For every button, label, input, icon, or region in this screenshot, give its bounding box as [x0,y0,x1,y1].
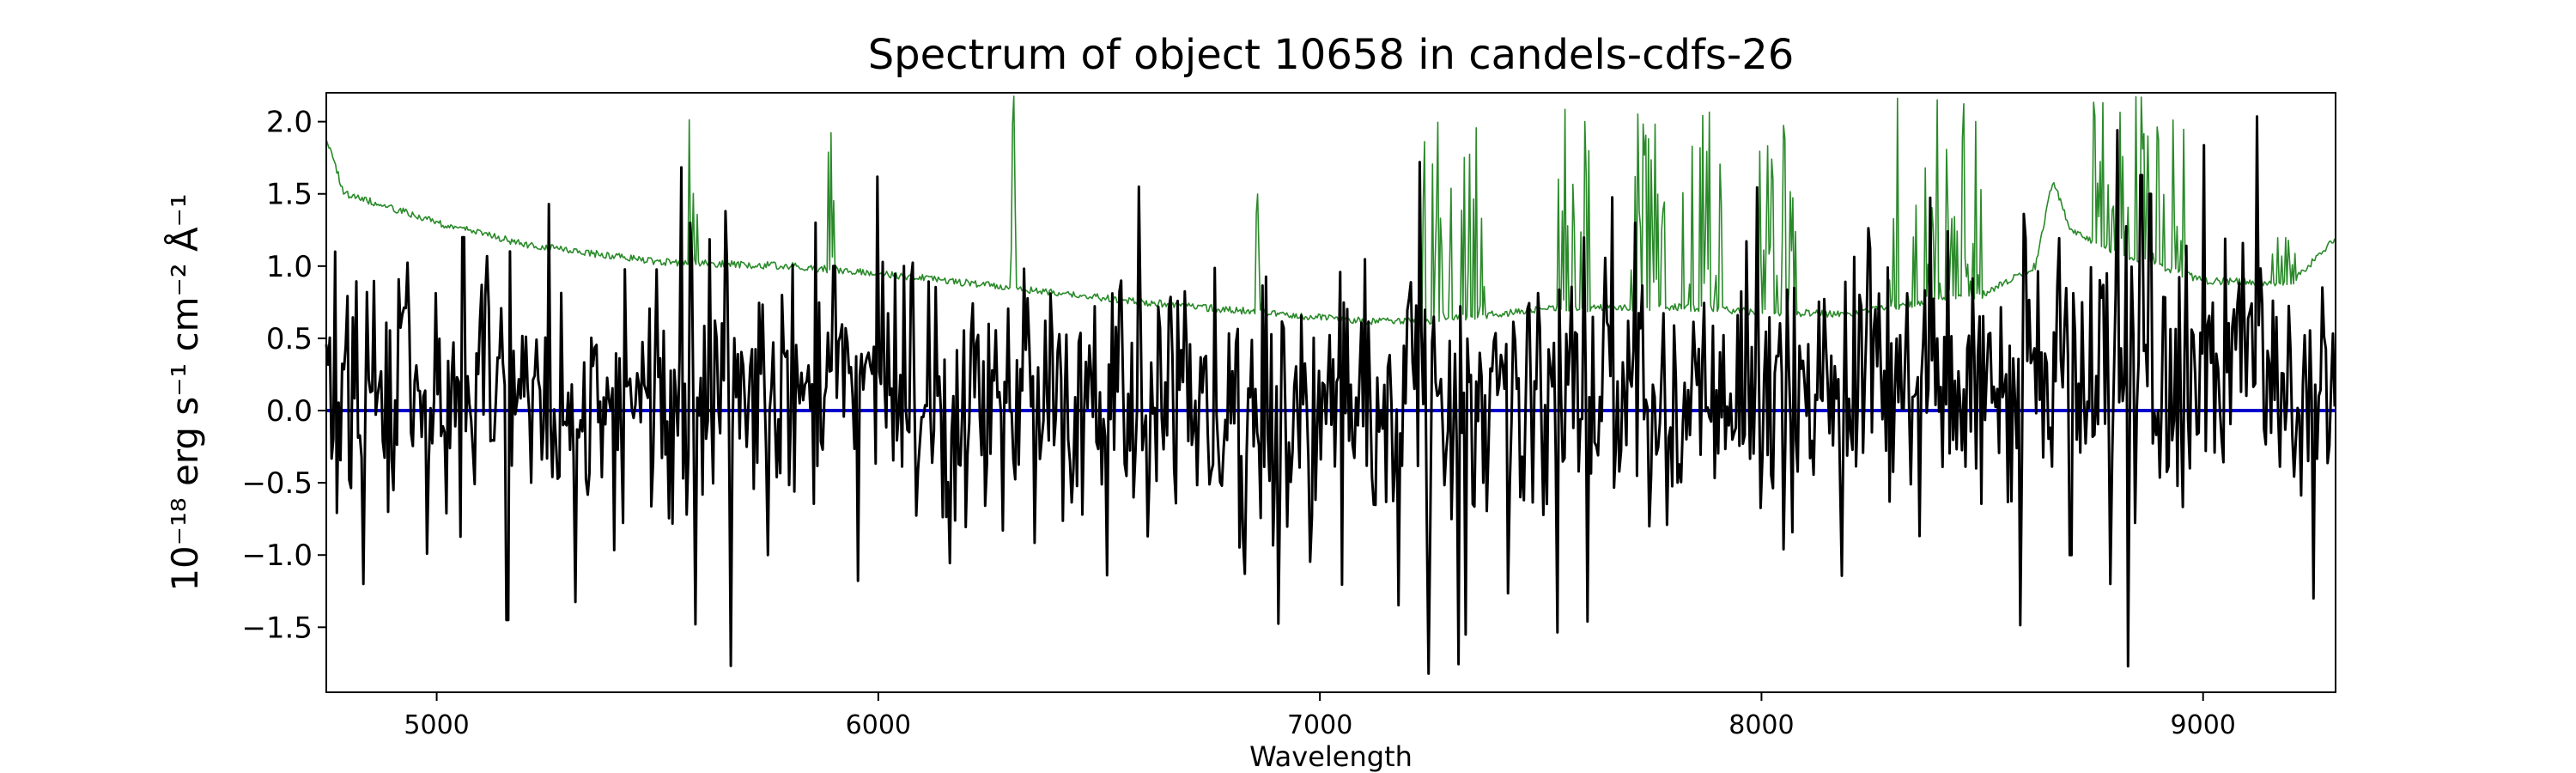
y-tick-label: −1.0 [241,539,313,573]
error-line [325,95,2336,326]
y-tick-label: 2.0 [266,106,313,140]
x-tick-label: 6000 [846,710,911,740]
y-tick-label: −0.5 [241,466,313,501]
chart-title: Spectrum of object 10658 in candels-cdfs… [868,31,1795,79]
x-tick-label: 7000 [1287,710,1352,740]
y-tick-label: 0.5 [266,322,313,356]
y-axis-label: 10⁻¹⁸ erg s⁻¹ cm⁻² Å⁻¹ [163,193,206,591]
y-tick-label: 1.5 [266,178,313,212]
x-axis: 5000 6000 7000 8000 9000 [404,692,2236,740]
flux-series [325,115,2336,675]
y-tick-label: 0.0 [266,394,313,429]
x-axis-label: Wavelength [1249,740,1413,773]
axes-frame [325,92,2336,693]
flux-line [325,115,2336,675]
x-tick-label: 8000 [1728,710,1794,740]
error-series [325,95,2336,326]
y-tick-label: −1.5 [241,611,313,645]
x-tick-label: 5000 [404,710,469,740]
y-axis: −1.5 −1.0 −0.5 0.0 0.5 1.0 1.5 2.0 [241,106,326,645]
x-tick-label: 9000 [2171,710,2236,740]
y-tick-label: 1.0 [266,250,313,284]
